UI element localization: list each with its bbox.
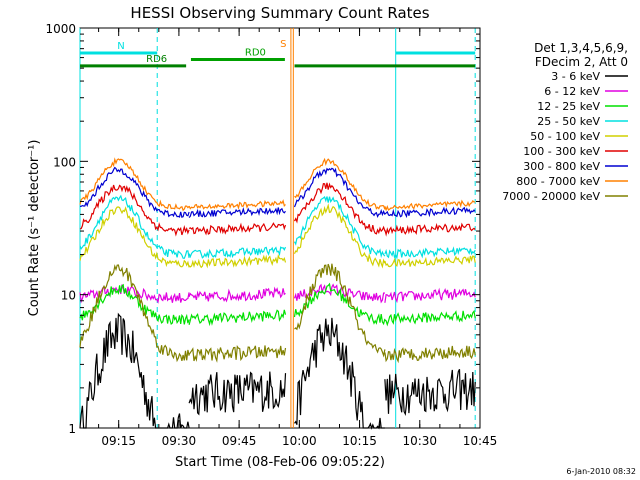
legend-entry-label: 25 - 50 keV: [537, 115, 600, 128]
legend-entry-label: 7000 - 20000 keV: [502, 190, 600, 203]
y-tick-label: 1000: [45, 22, 76, 36]
series-line-25-50-kev: [79, 194, 476, 260]
legend-header-2: FDecim 2, Att 0: [535, 55, 628, 69]
series-lines: [79, 157, 476, 430]
x-tick-label: 09:30: [162, 434, 197, 448]
series-line-3-6-kev: [79, 312, 476, 430]
annotation-label: N: [117, 41, 124, 52]
series-line-12-25-kev: [79, 282, 476, 327]
series-line-800-7000-kev: [79, 157, 476, 212]
x-axis-label: Start Time (08-Feb-06 09:05:22): [175, 455, 385, 470]
y-tick-label: 100: [53, 155, 76, 169]
vertical-markers: [79, 28, 476, 428]
x-tick-label: 09:45: [222, 434, 257, 448]
annotations: N RD0 RD6 S: [80, 39, 476, 68]
legend-entry-label: 6 - 12 keV: [544, 85, 600, 98]
chart-title: HESSI Observing Summary Count Rates: [130, 4, 429, 22]
series-line-300-800-kev: [79, 166, 476, 219]
y-axis-label: Count Rate (s⁻¹ detector⁻¹): [27, 140, 42, 317]
legend-entry-label: 800 - 7000 keV: [516, 175, 600, 188]
annotation-label: RD0: [245, 48, 266, 59]
legend-entry-label: 50 - 100 keV: [530, 130, 600, 143]
y-tick-label: 10: [61, 289, 76, 303]
legend: Det 1,3,4,5,6,9, FDecim 2, Att 0 3 - 6 k…: [502, 41, 628, 203]
x-tick-label: 10:45: [463, 434, 498, 448]
axes: 1 10 100 1000 09:15 09:30 09:45 10:00 10:15 10:30…: [45, 22, 497, 448]
legend-header-1: Det 1,3,4,5,6,9,: [534, 41, 628, 55]
x-tick-label: 10:30: [402, 434, 437, 448]
series-line-100-300-kev: [79, 182, 476, 237]
legend-entry-label: 12 - 25 keV: [537, 100, 600, 113]
series-line-50-100-kev: [79, 203, 476, 269]
legend-entry-label: 100 - 300 keV: [523, 145, 600, 158]
y-tick-label: 1: [68, 422, 76, 436]
x-tick-label: 09:15: [101, 434, 136, 448]
footer-date: 6-Jan-2010 08:32: [566, 467, 636, 476]
series-line-6-12-kev: [79, 283, 476, 304]
annotation-label: RD6: [146, 54, 167, 65]
annotation-label: S: [280, 39, 286, 50]
x-tick-label: 10:00: [282, 434, 317, 448]
legend-entry-label: 300 - 800 keV: [523, 160, 600, 173]
series-line-7000-20000-kev: [79, 263, 476, 364]
legend-entry-label: 3 - 6 keV: [551, 70, 600, 83]
x-tick-label: 10:15: [342, 434, 377, 448]
